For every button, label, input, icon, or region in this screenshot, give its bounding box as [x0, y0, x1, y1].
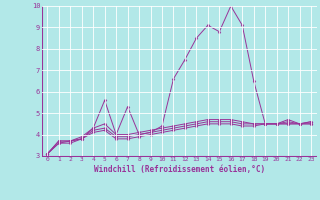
X-axis label: Windchill (Refroidissement éolien,°C): Windchill (Refroidissement éolien,°C)	[94, 165, 265, 174]
